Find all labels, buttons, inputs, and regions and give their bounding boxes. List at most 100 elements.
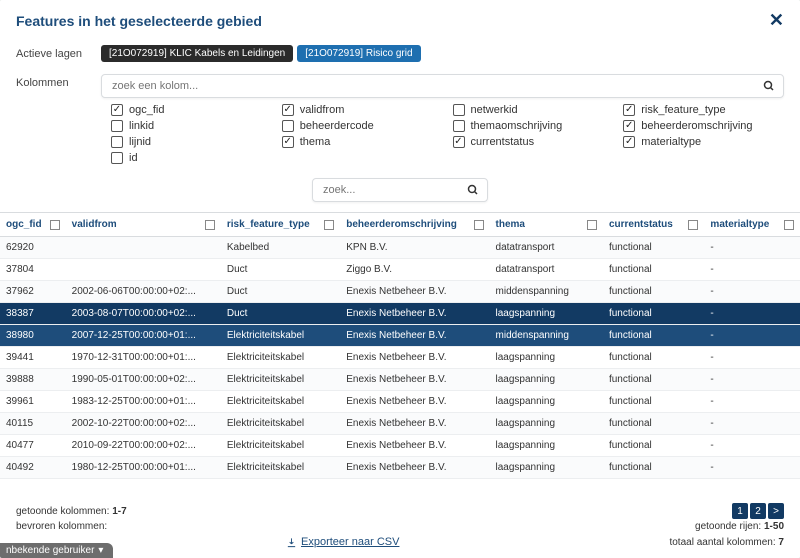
header-checkbox[interactable] bbox=[205, 220, 215, 230]
header-checkbox[interactable] bbox=[587, 220, 597, 230]
page-button[interactable]: 2 bbox=[750, 503, 766, 519]
checkbox-icon bbox=[453, 104, 465, 116]
checkbox-icon bbox=[623, 120, 635, 132]
layer-pill[interactable]: [21O072919] Risico grid bbox=[297, 45, 420, 62]
shown-rows: getoonde rijen: 1-50 bbox=[695, 521, 784, 532]
table-cell: laagspanning bbox=[490, 303, 603, 325]
checkbox-label: beheerdercode bbox=[300, 120, 374, 132]
table-cell: 39961 bbox=[0, 391, 66, 413]
column-header[interactable]: currentstatus bbox=[603, 213, 704, 237]
table-cell: - bbox=[704, 325, 800, 347]
column-checkbox[interactable]: risk_feature_type bbox=[623, 104, 774, 116]
download-icon bbox=[286, 537, 297, 548]
checkbox-icon bbox=[623, 104, 635, 116]
table-search-input[interactable] bbox=[321, 183, 467, 197]
table-cell: functional bbox=[603, 325, 704, 347]
column-checkbox[interactable]: themaomschrijving bbox=[453, 120, 604, 132]
column-checkbox[interactable]: lijnid bbox=[111, 136, 262, 148]
feature-table: ogc_fidvalidfrom risk_feature_type beheerd… bbox=[0, 212, 800, 479]
column-header[interactable]: validfrom bbox=[66, 213, 221, 237]
table-cell: Enexis Netbeheer B.V. bbox=[340, 325, 489, 347]
column-checkbox[interactable]: currentstatus bbox=[453, 136, 604, 148]
column-checkbox[interactable]: id bbox=[111, 152, 262, 164]
table-cell: - bbox=[704, 347, 800, 369]
columns-label: Kolommen bbox=[16, 74, 101, 89]
table-row[interactable]: 404772010-09-22T00:00:00+02:...Elektrici… bbox=[0, 435, 800, 457]
columns-row: Kolommen ogc_fid validfrom netwerkid risk_f… bbox=[0, 68, 800, 172]
checkbox-label: validfrom bbox=[300, 104, 345, 116]
table-cell: middenspanning bbox=[490, 325, 603, 347]
header-checkbox[interactable] bbox=[324, 220, 334, 230]
column-checkbox[interactable]: netwerkid bbox=[453, 104, 604, 116]
column-header[interactable]: beheerderomschrijving bbox=[340, 213, 489, 237]
column-header[interactable]: thema bbox=[490, 213, 603, 237]
column-checkbox[interactable]: beheerderomschrijving bbox=[623, 120, 774, 132]
table-cell: datatransport bbox=[490, 259, 603, 281]
table-cell: 40492 bbox=[0, 457, 66, 479]
header-checkbox[interactable] bbox=[474, 220, 484, 230]
column-header[interactable]: materialtype bbox=[704, 213, 800, 237]
checkbox-label: ogc_fid bbox=[129, 104, 164, 116]
table-cell: Elektriciteitskabel bbox=[221, 413, 340, 435]
header-label: beheerderomschrijving bbox=[346, 219, 457, 230]
checkbox-label: thema bbox=[300, 136, 331, 148]
export-csv-link[interactable]: Exporteer naar CSV bbox=[286, 536, 399, 548]
header-checkbox[interactable] bbox=[784, 220, 794, 230]
table-cell: Enexis Netbeheer B.V. bbox=[340, 457, 489, 479]
header-checkbox[interactable] bbox=[688, 220, 698, 230]
table-cell: Elektriciteitskabel bbox=[221, 369, 340, 391]
table-cell: 39441 bbox=[0, 347, 66, 369]
table-row[interactable]: 398881990-05-01T00:00:00+02:...Elektrici… bbox=[0, 369, 800, 391]
table-cell: functional bbox=[603, 413, 704, 435]
table-row[interactable]: 62920KabelbedKPN B.V.datatransportfuncti… bbox=[0, 237, 800, 259]
close-icon[interactable]: ✕ bbox=[769, 10, 784, 31]
table-cell: 2002-06-06T00:00:00+02:... bbox=[66, 281, 221, 303]
column-search-input[interactable] bbox=[110, 79, 763, 93]
checkbox-label: beheerderomschrijving bbox=[641, 120, 752, 132]
table-cell: functional bbox=[603, 303, 704, 325]
table-search[interactable] bbox=[312, 178, 488, 202]
header-checkbox[interactable] bbox=[50, 220, 60, 230]
table-row[interactable]: 389802007-12-25T00:00:00+01:...Elektrici… bbox=[0, 325, 800, 347]
table-row[interactable]: 399611983-12-25T00:00:00+01:...Elektrici… bbox=[0, 391, 800, 413]
page-button[interactable]: 1 bbox=[732, 503, 748, 519]
table-row[interactable]: 379622002-06-06T00:00:00+02:...DuctEnexi… bbox=[0, 281, 800, 303]
column-checkbox[interactable]: beheerdercode bbox=[282, 120, 433, 132]
header-label: risk_feature_type bbox=[227, 219, 310, 230]
user-tag[interactable]: nbekende gebruiker ▾ bbox=[0, 543, 113, 558]
checkbox-icon bbox=[111, 104, 123, 116]
column-checkbox[interactable]: thema bbox=[282, 136, 433, 148]
table-cell: laagspanning bbox=[490, 369, 603, 391]
active-layers-label: Actieve lagen bbox=[16, 45, 101, 60]
table-cell: - bbox=[704, 237, 800, 259]
table-cell: functional bbox=[603, 281, 704, 303]
table-cell: functional bbox=[603, 259, 704, 281]
table-row[interactable]: 401152002-10-22T00:00:00+02:...Elektrici… bbox=[0, 413, 800, 435]
frozen-cols: bevroren kolommen: bbox=[16, 521, 107, 532]
table-scroll[interactable]: ogc_fidvalidfrom risk_feature_type beheerd… bbox=[0, 212, 800, 482]
table-cell: 38980 bbox=[0, 325, 66, 347]
table-cell: 40115 bbox=[0, 413, 66, 435]
checkbox-icon bbox=[453, 120, 465, 132]
checkbox-label: risk_feature_type bbox=[641, 104, 725, 116]
table-cell: functional bbox=[603, 435, 704, 457]
column-checkbox[interactable]: ogc_fid bbox=[111, 104, 262, 116]
header-label: materialtype bbox=[710, 219, 769, 230]
column-header[interactable]: risk_feature_type bbox=[221, 213, 340, 237]
table-cell: 1980-12-25T00:00:00+01:... bbox=[66, 457, 221, 479]
table-cell: 1983-12-25T00:00:00+01:... bbox=[66, 391, 221, 413]
table-row[interactable]: 394411970-12-31T00:00:00+01:...Elektrici… bbox=[0, 347, 800, 369]
layer-pill[interactable]: [21O072919] KLIC Kabels en Leidingen bbox=[101, 45, 293, 62]
column-header[interactable]: ogc_fid bbox=[0, 213, 66, 237]
page-button[interactable]: > bbox=[768, 503, 784, 519]
table-row[interactable]: 37804DuctZiggo B.V.datatransportfunction… bbox=[0, 259, 800, 281]
table-cell: functional bbox=[603, 347, 704, 369]
table-cell: laagspanning bbox=[490, 413, 603, 435]
table-row[interactable]: 404921980-12-25T00:00:00+01:...Elektrici… bbox=[0, 457, 800, 479]
column-checkbox[interactable]: validfrom bbox=[282, 104, 433, 116]
column-checkbox[interactable]: linkid bbox=[111, 120, 262, 132]
table-row[interactable]: 383872003-08-07T00:00:00+02:...DuctEnexi… bbox=[0, 303, 800, 325]
checkbox-icon bbox=[111, 120, 123, 132]
column-checkbox[interactable]: materialtype bbox=[623, 136, 774, 148]
column-search[interactable] bbox=[101, 74, 784, 98]
